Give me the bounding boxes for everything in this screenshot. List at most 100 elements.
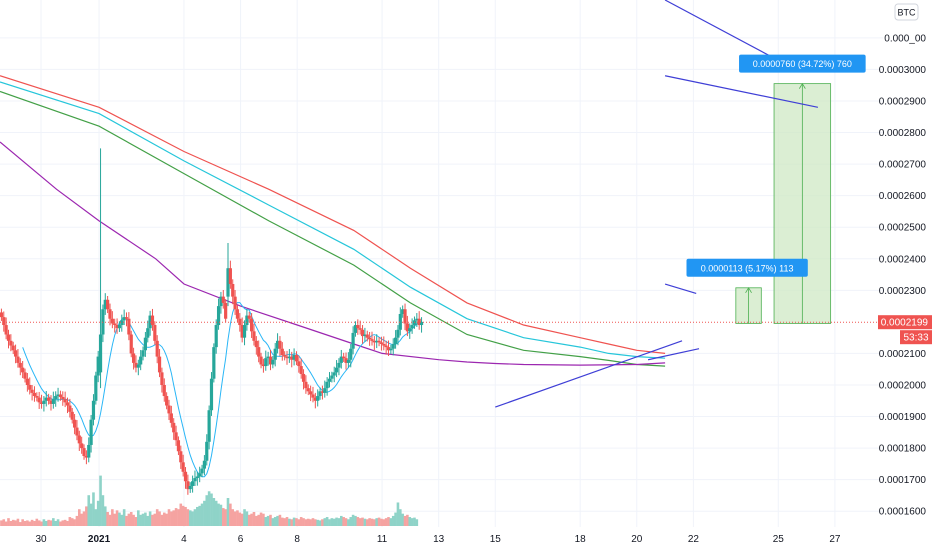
grid [0, 0, 883, 527]
candle-body [377, 340, 381, 343]
volume-bar [247, 514, 251, 526]
time-axis-panel[interactable] [0, 527, 932, 550]
candlesticks [0, 148, 424, 495]
candle-body [309, 391, 313, 395]
candle-body [82, 448, 86, 456]
candle-body [332, 372, 336, 376]
candle-body [110, 318, 114, 324]
volume-bar [167, 509, 171, 526]
measurement-boxes[interactable] [735, 82, 832, 324]
volume-bar [354, 515, 357, 526]
volume-bar [219, 504, 223, 526]
volume-bar [210, 493, 213, 526]
price-tick-label: 0.0002600 [879, 191, 927, 202]
candle-body [134, 362, 138, 368]
volume-bar [179, 503, 183, 526]
candle-body [87, 444, 91, 458]
candle-body [129, 334, 133, 354]
candle-body [193, 478, 197, 482]
volume-bar [28, 521, 32, 526]
volume-bar [63, 519, 67, 526]
volume-bar [297, 519, 301, 526]
time-tick-label: 25 [773, 534, 785, 545]
volume-bar [399, 509, 402, 526]
volume-bar [75, 515, 79, 526]
volume-bar [113, 513, 117, 526]
volume-bar [54, 520, 58, 526]
candle-body [384, 345, 388, 348]
candle-body [356, 325, 360, 329]
volume-bar [410, 518, 414, 526]
candle-body [16, 356, 20, 363]
fast-moving-average-line [22, 302, 422, 478]
volume-bar [224, 509, 227, 526]
volume-bar [174, 508, 178, 526]
time-axis[interactable]: 30 2021 4 6 8 11 13 15 18 20 22 25 27 [35, 534, 840, 545]
volume-bar [240, 513, 244, 526]
volume-bar [151, 514, 154, 526]
volume-bar [87, 495, 91, 526]
volume-bar [373, 519, 376, 526]
candle-body [334, 367, 339, 373]
time-tick-label: 4 [181, 534, 187, 545]
candle-body [257, 347, 261, 357]
candle-body [58, 394, 63, 397]
candle-body [75, 427, 79, 436]
trendline [664, 283, 697, 295]
candle-body [37, 397, 41, 403]
candle-body [47, 397, 51, 401]
volume-bar [330, 518, 334, 526]
volume-bar [316, 519, 319, 526]
candle-body [89, 419, 93, 445]
candle-body [49, 400, 53, 404]
candle-body [368, 337, 372, 340]
candle-body [275, 340, 280, 349]
measurement-labels: 0.0000113 (5.17%) 113 0.0000760 (34.72%) … [686, 54, 866, 277]
volume-bar [47, 519, 50, 526]
candle-body [393, 337, 398, 344]
candle-body [299, 366, 303, 374]
trendline [495, 340, 683, 408]
candle-body [363, 334, 367, 337]
candle-body [209, 378, 214, 411]
time-tick-label: 20 [631, 534, 643, 545]
price-axis[interactable]: 0.000_00 0.0003000 0.0002900 0.0002800 0.000… [879, 33, 927, 517]
candle-body [0, 312, 4, 318]
volume-bar [141, 513, 145, 526]
candle-body [212, 347, 216, 379]
candle-body [136, 364, 140, 368]
candle-body [23, 372, 27, 379]
volume-bar [221, 508, 225, 526]
volume-bar [217, 503, 220, 526]
candle-body [375, 340, 379, 343]
measurement-label-box [686, 258, 808, 277]
volume-bar [11, 519, 15, 526]
volume-bar [66, 520, 69, 526]
volume-bar [61, 520, 65, 526]
candle-body [325, 381, 329, 389]
candle-body [191, 481, 195, 486]
volume-bar [89, 503, 93, 526]
candle-body [231, 284, 235, 297]
volume-bar [68, 517, 72, 526]
price-axis-panel[interactable] [883, 0, 932, 550]
candle-body [250, 318, 254, 332]
currency-badge-label: BTC [898, 8, 917, 18]
volume-bar [92, 492, 95, 526]
volume-bar [172, 510, 176, 526]
candle-body [179, 451, 183, 463]
volume-bar [127, 513, 131, 526]
volume-bar [120, 514, 124, 526]
candle-body [94, 375, 98, 401]
volume-bar [139, 514, 142, 526]
candle-body [113, 323, 117, 326]
currency-badge[interactable]: BTC [894, 3, 919, 21]
volume-bar [177, 509, 180, 526]
volume-bar [340, 515, 343, 526]
candle-body [266, 356, 270, 359]
volume-bar [144, 512, 147, 526]
volume-bar [255, 515, 258, 526]
volume-bar [325, 517, 329, 526]
